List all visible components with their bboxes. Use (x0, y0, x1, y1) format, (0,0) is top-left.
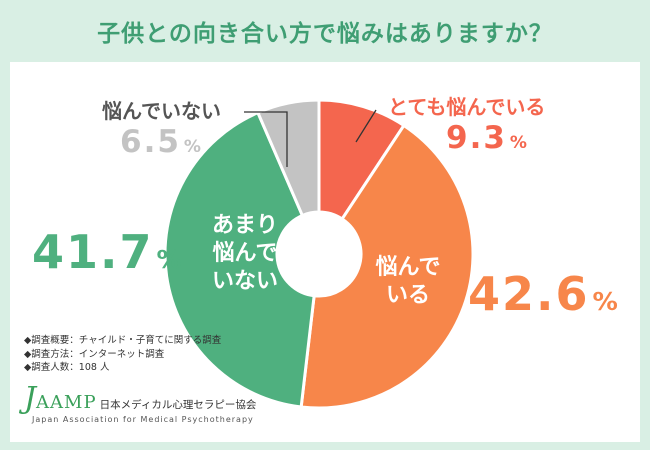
inner-label-not-much: あまり 悩んで いない (207, 212, 283, 296)
label-not-worried: 悩んでいない (102, 99, 221, 123)
slice-worried (299, 123, 475, 410)
label-very-worried: とても悩んでいる (388, 95, 546, 119)
pct-not-worried-unit: % (183, 137, 201, 157)
survey-notes: ◆調査概要：チャイルド・子育てに関する調査 ◆調査方法：インターネット調査 ◆調… (24, 334, 221, 375)
pct-very-worried-value: 9.3 (446, 120, 507, 156)
inner-label-not-much-line1: あまり (211, 213, 278, 238)
pct-not-much-value: 41.7 (32, 225, 154, 279)
logo-en-name: Japan Association for Medical Psychother… (32, 415, 254, 424)
pct-not-worried: 6.5% (120, 124, 201, 160)
logo-jp-name: 日本メディカル心理セラピー協会 (99, 399, 257, 411)
chart-title: 子供との向き合い方で悩みはありますか？ (97, 21, 553, 47)
pct-very-worried-unit: % (509, 133, 527, 153)
pct-worried-unit: % (592, 287, 618, 316)
survey-summary: ◆調査概要：チャイルド・子育てに関する調査 (24, 335, 222, 346)
logo-mark-j: J (24, 381, 37, 416)
pct-worried: 42.6% (468, 267, 618, 321)
leader-line-not-worried (244, 111, 288, 167)
survey-count: ◆調査人数：108 人 (24, 362, 110, 373)
slice-not-worried (255, 98, 321, 218)
pct-very-worried: 9.3% (446, 120, 527, 156)
chart-card: とても悩んでいる 9.3% 悩んでいない 6.5% 41.7% 42.6% あま… (10, 62, 640, 442)
slice-not-much (163, 110, 316, 409)
leader-line-very-worried (355, 109, 377, 143)
logo-mark-rest: AAMP (36, 392, 97, 413)
jaamp-logo: J AAMP 日本メディカル心理セラピー協会 (24, 384, 256, 414)
pct-worried-value: 42.6 (468, 267, 590, 321)
donut-chart (163, 98, 475, 410)
inner-label-worried: 悩んで いる (370, 254, 446, 310)
inner-label-not-much-line2: 悩んで (212, 241, 278, 266)
survey-method: ◆調査方法：インターネット調査 (24, 348, 165, 360)
inner-label-worried-line2: いる (385, 283, 430, 308)
inner-label-not-much-line3: いない (211, 269, 278, 294)
pct-not-worried-value: 6.5 (120, 124, 181, 160)
pct-not-much: 41.7% (32, 225, 182, 279)
inner-label-worried-line1: 悩んで (375, 255, 441, 280)
pct-not-much-unit: % (156, 245, 182, 274)
